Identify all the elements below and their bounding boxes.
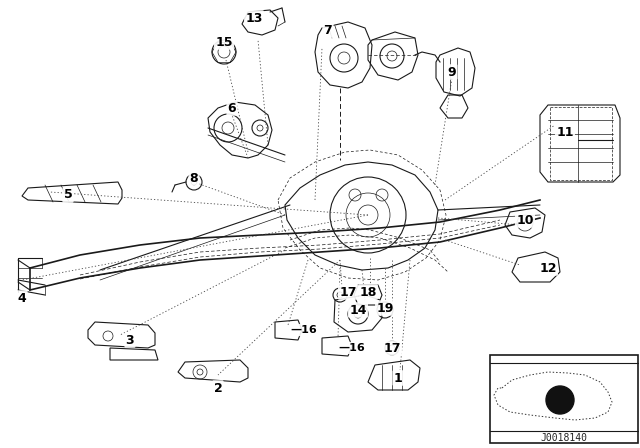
Text: 4: 4 xyxy=(18,292,26,305)
Bar xyxy=(490,355,638,443)
Text: 9: 9 xyxy=(448,65,456,78)
Text: 11: 11 xyxy=(556,125,573,138)
Text: 10: 10 xyxy=(516,214,534,227)
Text: 17: 17 xyxy=(339,285,356,298)
Text: 19: 19 xyxy=(376,302,394,314)
Text: 5: 5 xyxy=(63,189,72,202)
Text: 15: 15 xyxy=(215,35,233,48)
Text: 7: 7 xyxy=(324,23,332,36)
Text: 12: 12 xyxy=(540,262,557,275)
Text: 13: 13 xyxy=(245,12,262,25)
Text: J0018140: J0018140 xyxy=(541,433,588,443)
Text: 14: 14 xyxy=(349,303,367,316)
Text: 1: 1 xyxy=(394,371,403,384)
Text: 18: 18 xyxy=(359,285,377,298)
Text: 2: 2 xyxy=(214,382,222,395)
Text: 8: 8 xyxy=(189,172,198,185)
Text: 3: 3 xyxy=(125,333,134,346)
Text: 6: 6 xyxy=(228,102,236,115)
Text: —16: —16 xyxy=(290,325,317,335)
Text: —16: —16 xyxy=(338,343,365,353)
Circle shape xyxy=(546,386,574,414)
Text: 17: 17 xyxy=(383,341,401,354)
